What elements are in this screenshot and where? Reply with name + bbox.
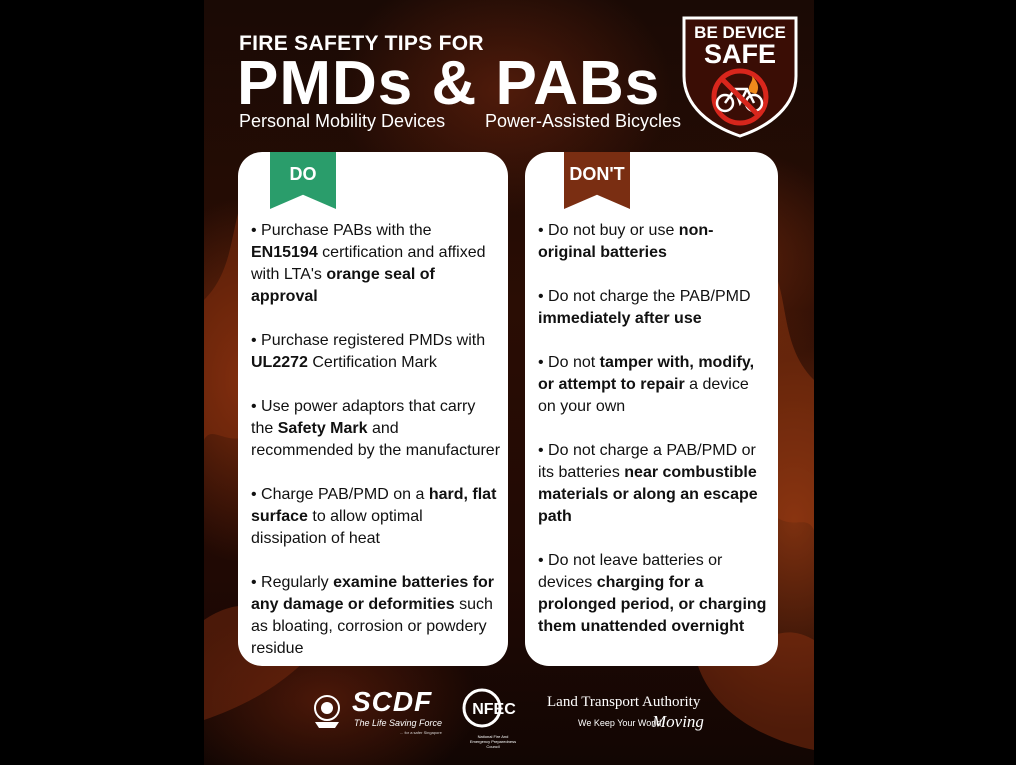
badge-line1: BE DEVICE	[694, 23, 786, 42]
tip-text: a device on your own	[538, 376, 749, 415]
tip-text: and recommended by the manufacturer	[251, 420, 501, 459]
poster: FIRE SAFETY TIPS FOR PMDs & PABs Persona…	[204, 0, 814, 765]
tip-text: certification and affixed with LTA's	[251, 244, 486, 283]
tip-emphasis: immediately after use	[538, 310, 702, 327]
tip-text: • Purchase PABs with the	[251, 222, 432, 239]
tip-emphasis: examine batteries for any damage or defo…	[251, 574, 495, 613]
do-ribbon: DO	[270, 152, 336, 209]
nfec-subtitle: National Fire And Emergency Preparedness…	[469, 734, 517, 749]
tip-item: • Do not charge the PAB/PMD immediately …	[538, 286, 770, 330]
scdf-logo-text: SCDF	[352, 686, 433, 717]
tip-text: • Do not charge the PAB/PMD	[538, 288, 751, 305]
tip-text: • Use power adaptors that carry the	[251, 398, 476, 437]
tip-emphasis: hard, flat surface	[251, 486, 497, 525]
tip-emphasis: charging for a prolonged period, or char…	[538, 574, 767, 635]
scdf-crest-icon	[314, 695, 340, 728]
scdf-tagline: The Life Saving Force	[354, 718, 443, 728]
dont-ribbon: DON'T	[564, 152, 630, 209]
dont-list: • Do not buy or use non-original batteri…	[538, 220, 770, 660]
tip-text: • Do not leave batteries or devices	[538, 552, 723, 591]
tip-item: • Do not leave batteries or devices char…	[538, 550, 770, 638]
do-card: DO • Purchase PABs with the EN15194 cert…	[238, 152, 508, 666]
nfec-logo: NFEC	[462, 688, 516, 728]
page-title: PMDs & PABs	[237, 49, 661, 118]
partner-logos: SCDF The Life Saving Force ... for a saf…	[204, 680, 814, 750]
tip-text: • Do not charge a PAB/PMD or its batteri…	[538, 442, 756, 481]
scdf-small-text: ... for a safer Singapore	[400, 730, 442, 735]
tip-item: • Do not tamper with, modify, or attempt…	[538, 352, 770, 418]
tip-text: • Regularly	[251, 574, 334, 591]
caption-pab: Power-Assisted Bicycles	[485, 111, 682, 131]
tip-text: • Charge PAB/PMD on a	[251, 486, 429, 503]
dont-card: DON'T • Do not buy or use non-original b…	[525, 152, 778, 666]
tip-emphasis: tamper with, modify, or attempt to repai…	[538, 354, 755, 393]
no-charging-bicycle-icon	[711, 68, 769, 126]
subtitle: FIRE SAFETY TIPS FOR	[239, 32, 484, 55]
caption-pmd: Personal Mobility Devices	[239, 111, 446, 131]
do-list: • Purchase PABs with the EN15194 certifi…	[251, 220, 500, 682]
tip-item: • Charge PAB/PMD on a hard, flat surface…	[251, 484, 500, 550]
lta-logo-text: Land Transport Authority	[547, 694, 701, 710]
tip-item: • Regularly examine batteries for any da…	[251, 572, 500, 660]
tip-text: Certification Mark	[307, 354, 437, 371]
tip-emphasis: Safety Mark	[277, 420, 368, 437]
tip-item: • Use power adaptors that carry the Safe…	[251, 396, 500, 462]
tip-item: • Purchase PABs with the EN15194 certifi…	[251, 220, 500, 308]
be-device-safe-badge: BE DEVICE SAFE	[682, 16, 798, 138]
lta-tagline: We Keep Your World	[578, 718, 662, 728]
tip-emphasis: orange seal of approval	[251, 266, 435, 305]
tip-text: • Do not buy or use	[538, 222, 679, 239]
tip-text: such as bloating, corrosion or powdery r…	[251, 596, 493, 657]
tip-emphasis: near combustible materials or along an e…	[538, 464, 758, 525]
tip-emphasis: non-original batteries	[538, 222, 714, 261]
tip-emphasis: EN15194	[251, 244, 318, 261]
tip-item: • Do not charge a PAB/PMD or its batteri…	[538, 440, 770, 528]
tip-emphasis: UL2272	[251, 354, 308, 371]
nfec-logo-text: NFEC	[472, 701, 516, 718]
badge-line2: SAFE	[704, 39, 776, 69]
tip-text: to allow optimal dissipation of heat	[251, 508, 423, 547]
tip-text: • Purchase registered PMDs with	[251, 332, 486, 349]
tip-text: • Do not	[538, 354, 600, 371]
tip-item: • Purchase registered PMDs with UL2272 C…	[251, 330, 500, 374]
lta-moving-text: Moving	[652, 712, 704, 731]
tip-item: • Do not buy or use non-original batteri…	[538, 220, 770, 264]
